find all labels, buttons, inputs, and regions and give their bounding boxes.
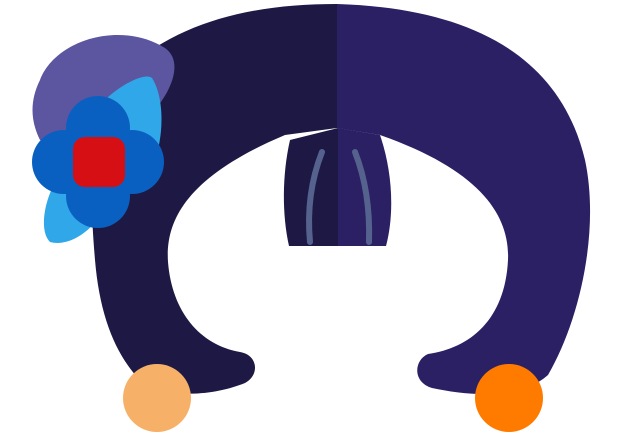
earring-right bbox=[475, 364, 543, 432]
hair-strand-left bbox=[306, 149, 325, 245]
hair-right-half bbox=[337, 4, 591, 395]
flower-center bbox=[73, 137, 125, 187]
earring-left bbox=[123, 364, 191, 432]
hair-strand-right bbox=[352, 149, 373, 245]
